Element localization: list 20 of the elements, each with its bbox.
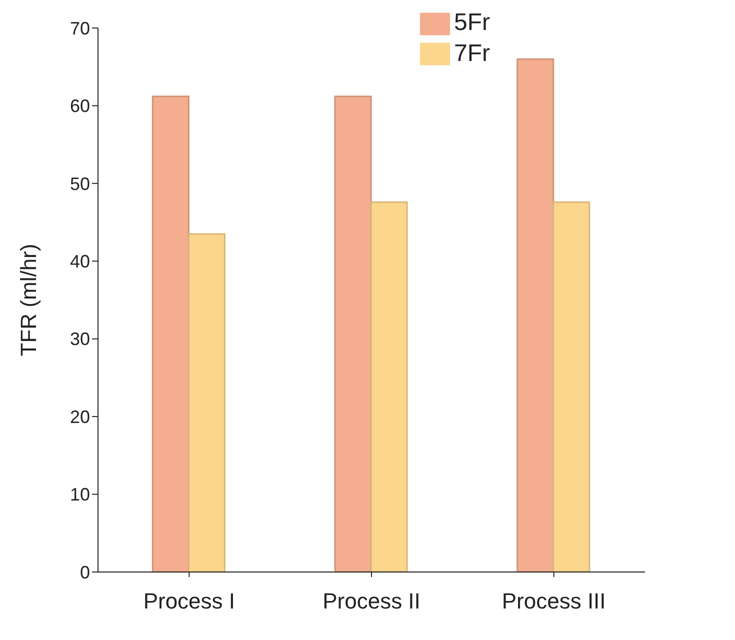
y-axis-title: TFR (ml/hr) — [16, 244, 41, 356]
y-tick-label: 10 — [70, 484, 90, 505]
y-tick-label: 20 — [70, 406, 90, 427]
bar — [188, 233, 226, 572]
y-tick-label: 40 — [70, 252, 90, 272]
y-tick-label: 70 — [70, 18, 90, 38]
bar — [152, 96, 190, 572]
bar — [370, 201, 408, 572]
bar — [552, 201, 590, 572]
legend-label: 7Fr — [454, 40, 490, 67]
x-tick-label: Process III — [502, 588, 606, 614]
y-tick-label: 60 — [70, 96, 90, 116]
y-tick-label: 30 — [70, 329, 90, 350]
y-tick-label: 50 — [70, 174, 90, 194]
legend-label: 5Fr — [454, 9, 490, 36]
bar — [334, 96, 372, 572]
y-tick-label: 0 — [80, 562, 90, 582]
x-tick-label: Process I — [143, 588, 236, 614]
x-tick-label: Process II — [322, 588, 420, 614]
bar — [516, 58, 554, 572]
